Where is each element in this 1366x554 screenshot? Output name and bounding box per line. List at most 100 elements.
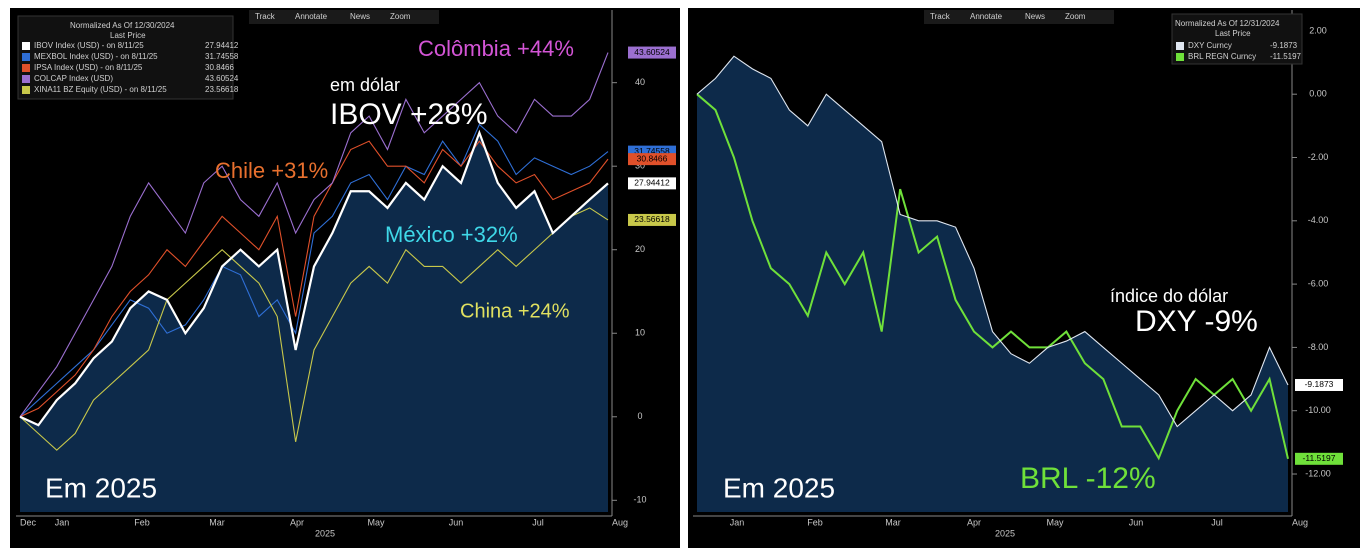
legend-subheader: Last Price [1215, 29, 1251, 38]
area [697, 56, 1288, 512]
y-tick-label: 30 [635, 161, 645, 171]
annotation: China +24% [460, 300, 570, 322]
legend-value: 43.60524 [205, 74, 239, 83]
legend-box [17, 15, 234, 100]
y-tick-label: 2.00 [1309, 25, 1327, 35]
annotation: México +32% [385, 222, 518, 247]
y-tick-label: -2.00 [1308, 152, 1329, 162]
legend-value: -9.1873 [1270, 41, 1298, 50]
last-price-tag [628, 153, 676, 166]
y-tick-label: 10 [635, 328, 645, 338]
y-tick-label: -6.00 [1308, 278, 1329, 288]
last-price-tag [628, 213, 676, 226]
legend-swatch [22, 42, 30, 50]
x-tick-label: Mar [209, 517, 225, 527]
last-price-tag-label: -9.1873 [1305, 379, 1334, 389]
annotation: em dólar [330, 75, 400, 95]
annotation: Em 2025 [45, 472, 157, 503]
legend-value: -11.5197 [1270, 52, 1302, 61]
y-tick-label: 0 [637, 411, 642, 421]
x-tick-label: Mar [885, 517, 901, 527]
area [20, 132, 608, 513]
annotation: BRL -12% [1020, 462, 1156, 495]
legend-subheader: Last Price [110, 31, 146, 40]
y-tick-label: 20 [635, 244, 645, 254]
toolbar-button[interactable]: News [350, 12, 370, 21]
last-price-tag-label: 30.8466 [637, 153, 668, 163]
x-tick-label: Jan [55, 517, 70, 527]
legend-value: 23.56618 [205, 85, 239, 94]
x-tick-label: Jul [532, 517, 544, 527]
last-price-tag-label: 27.94412 [634, 178, 670, 188]
x-tick-label: Jul [1211, 517, 1223, 527]
last-price-tag [628, 46, 676, 59]
series-line [19, 129, 609, 427]
legend-swatch [22, 86, 30, 94]
x-tick-label: Feb [134, 517, 150, 527]
toolbar [924, 10, 1114, 24]
x-tick-label: May [1046, 517, 1064, 527]
legend-swatch [22, 75, 30, 83]
toolbar-button[interactable]: Zoom [1065, 12, 1086, 21]
y-tick-label: 0.00 [1309, 89, 1327, 99]
series-line [19, 140, 609, 418]
series-line [19, 123, 609, 418]
y-tick-label: -10.00 [1305, 405, 1331, 415]
toolbar-button[interactable]: Track [255, 12, 276, 21]
y-tick-label: 40 [635, 77, 645, 87]
legend-label: XINA11 BZ Equity (USD) - on 8/11/25 [34, 85, 167, 94]
x-year-label: 2025 [315, 528, 335, 538]
annotation: IBOV +28% [330, 98, 488, 131]
series-line [19, 207, 609, 451]
legend-box [1171, 13, 1303, 65]
toolbar-button[interactable]: Annotate [970, 12, 1003, 21]
x-tick-label: Jan [730, 517, 745, 527]
toolbar-button[interactable]: Track [930, 12, 951, 21]
legend-label: COLCAP Index (USD) [34, 74, 113, 83]
last-price-tag-label: 23.56618 [634, 214, 670, 224]
toolbar [249, 10, 439, 24]
toolbar-button[interactable]: Annotate [295, 12, 328, 21]
annotation: DXY -9% [1135, 305, 1258, 338]
legend-label: IBOV Index (USD) - on 8/11/25 [34, 41, 144, 50]
last-price-tag [1295, 378, 1343, 391]
y-tick-label: -12.00 [1305, 468, 1331, 478]
x-tick-label: Dec [20, 517, 37, 527]
legend-value: 30.8466 [205, 63, 234, 72]
legend-header: Normalized As Of 12/31/2024 [1175, 19, 1280, 28]
x-tick-label: Aug [1292, 517, 1308, 527]
annotation: Em 2025 [723, 472, 835, 503]
legend-header: Normalized As Of 12/30/2024 [70, 21, 175, 30]
series-line [696, 93, 1289, 461]
y-tick-label: -4.00 [1308, 215, 1329, 225]
last-price-tag-label: 43.60524 [634, 47, 670, 57]
last-price-tag-label: -11.5197 [1303, 453, 1336, 463]
x-tick-label: Jun [449, 517, 464, 527]
series-line [19, 52, 609, 418]
legend-label: IPSA Index (USD) - on 8/11/25 [34, 63, 143, 72]
x-tick-label: Apr [967, 517, 981, 527]
last-price-tag [1295, 452, 1343, 465]
x-tick-label: Apr [290, 517, 304, 527]
legend-swatch [1176, 53, 1184, 61]
legend-label: BRL REGN Curncy [1188, 52, 1256, 61]
legend-swatch [1176, 42, 1184, 50]
last-price-tag [628, 177, 676, 190]
x-tick-label: Feb [807, 517, 823, 527]
y-tick-label: -8.00 [1308, 342, 1329, 352]
annotation: índice do dólar [1110, 286, 1228, 306]
toolbar-button[interactable]: News [1025, 12, 1045, 21]
legend-swatch [22, 64, 30, 72]
y-tick-label: -10 [633, 495, 646, 505]
legend-label: DXY Curncy [1188, 41, 1232, 50]
x-year-label: 2025 [995, 528, 1015, 538]
legend-label: MEXBOL Index (USD) - on 8/11/25 [34, 52, 158, 61]
annotation: Chile +31% [215, 158, 328, 183]
legend-swatch [22, 53, 30, 61]
toolbar-button[interactable]: Zoom [390, 12, 411, 21]
legend-value: 27.94412 [205, 41, 239, 50]
legend-value: 31.74558 [205, 52, 239, 61]
x-tick-label: Jun [1129, 517, 1144, 527]
x-tick-label: May [367, 517, 385, 527]
